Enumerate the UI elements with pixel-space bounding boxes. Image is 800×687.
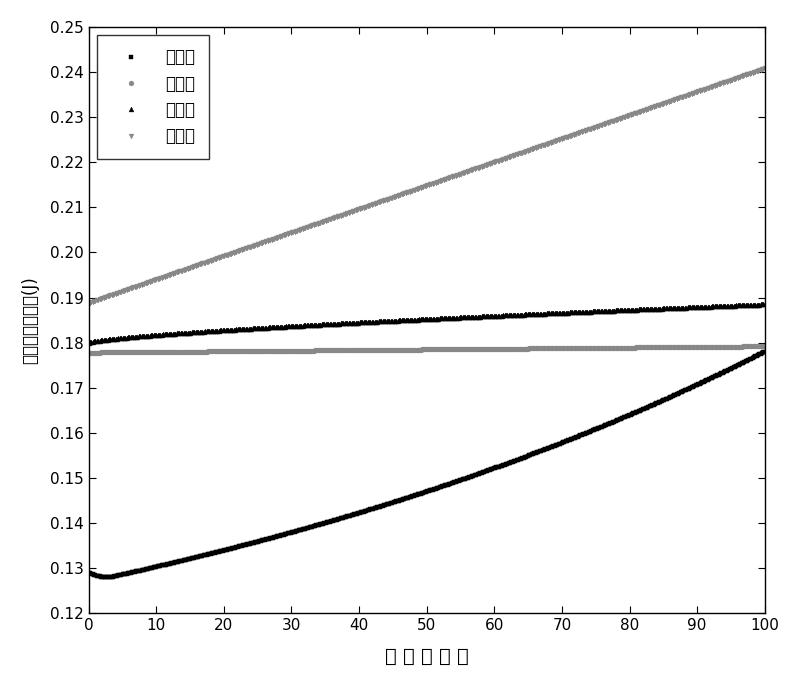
方案二 (405, 346, 414, 354)
方案四 (84, 299, 94, 307)
方案二 (84, 348, 94, 357)
方案三 (638, 305, 647, 313)
方案三 (760, 300, 770, 308)
方案一 (488, 465, 498, 473)
方案一 (745, 355, 754, 363)
方案二 (486, 345, 496, 353)
方案二 (409, 346, 418, 354)
方案二 (760, 342, 770, 350)
方案一 (451, 477, 461, 486)
Line: 方案二: 方案二 (86, 344, 767, 355)
方案二 (744, 342, 754, 350)
方案二 (450, 345, 459, 353)
方案一 (84, 569, 94, 577)
方案三 (405, 316, 414, 324)
方案一 (104, 574, 114, 582)
方案一 (639, 405, 649, 413)
方案一 (760, 348, 770, 356)
Y-axis label: 剩余能量均方差(J): 剩余能量均方差(J) (21, 276, 39, 364)
方案四 (760, 64, 770, 72)
方案一 (410, 491, 420, 499)
方案二 (638, 344, 647, 352)
方案三 (409, 315, 418, 324)
方案三 (84, 339, 94, 347)
Line: 方案三: 方案三 (86, 302, 767, 345)
Line: 方案一: 方案一 (86, 349, 767, 580)
方案四 (405, 188, 414, 196)
方案四 (744, 70, 754, 78)
Line: 方案四: 方案四 (86, 66, 767, 306)
方案三 (450, 313, 459, 322)
方案三 (486, 312, 496, 320)
Legend: 方案一, 方案二, 方案三, 方案四: 方案一, 方案二, 方案三, 方案四 (97, 35, 209, 159)
方案四 (638, 106, 647, 115)
方案四 (450, 172, 459, 180)
方案一 (406, 493, 416, 501)
方案三 (744, 301, 754, 309)
方案四 (409, 186, 418, 194)
X-axis label: 俷 真 时 间 步: 俷 真 时 间 步 (385, 647, 469, 666)
方案四 (486, 159, 496, 168)
